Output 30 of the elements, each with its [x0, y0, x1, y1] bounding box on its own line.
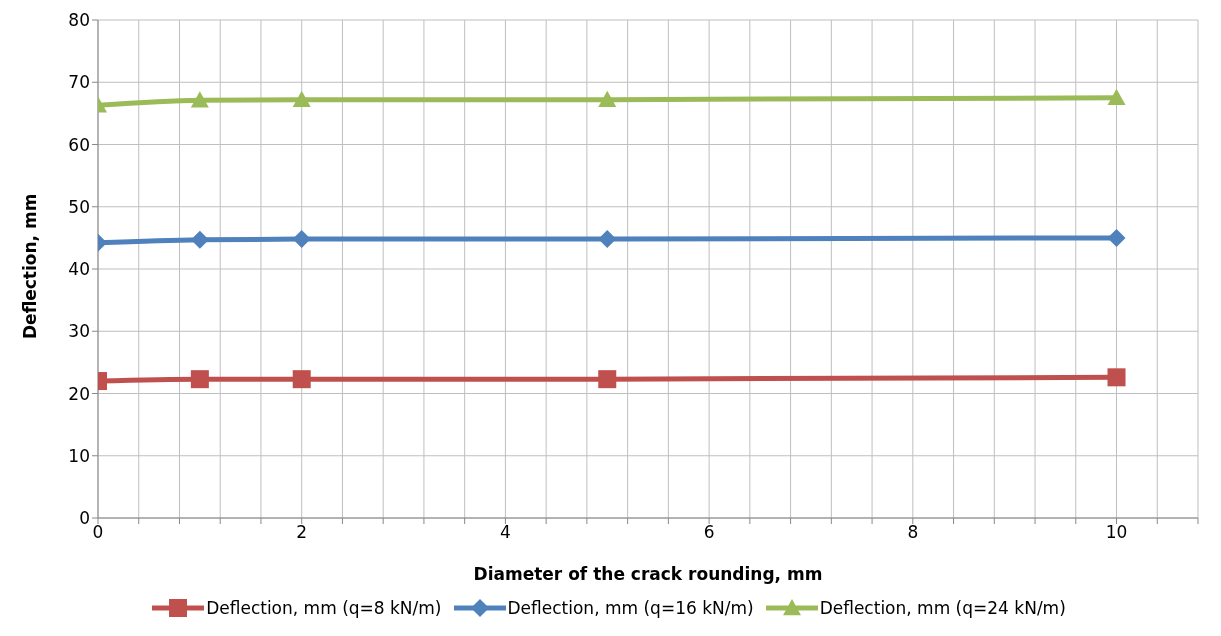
x-tick-label: 2 [296, 522, 308, 543]
point [190, 370, 209, 389]
y-tick-label: 0 [79, 508, 90, 529]
y-tick-label: 10 [68, 445, 90, 466]
point [1107, 228, 1126, 247]
x-tick-label: 6 [703, 522, 715, 543]
legend-label: Deflection, mm (q=16 kN/m) [506, 598, 754, 618]
x-tick-label: 0 [92, 522, 104, 543]
y-tick-label: 50 [68, 196, 90, 217]
x-tick-label: 8 [907, 522, 919, 543]
y-tick-label: 40 [68, 259, 90, 280]
point [1107, 88, 1126, 106]
point [190, 230, 209, 249]
y-axis-title: Deflection, mm [20, 193, 41, 339]
point [598, 370, 617, 389]
y-tick-label: 70 [68, 72, 90, 93]
point [292, 370, 311, 389]
x-axis-title: Diameter of the crack rounding, mm [473, 564, 823, 584]
x-tick-label: 4 [499, 522, 511, 543]
x-tick-label: 10 [1105, 522, 1128, 543]
legend-label: Deflection, mm (q=8 kN/m) [205, 598, 442, 618]
y-tick-label: 60 [68, 134, 90, 155]
point [190, 91, 209, 108]
y-tick-label: 20 [68, 383, 90, 404]
y-tick-label: 30 [68, 321, 90, 342]
point [1107, 368, 1126, 387]
point [598, 90, 617, 107]
y-tick-label: 80 [68, 10, 90, 31]
point [292, 90, 311, 107]
legend-label: Deflection, mm (q=24 kN/m) [818, 598, 1066, 618]
